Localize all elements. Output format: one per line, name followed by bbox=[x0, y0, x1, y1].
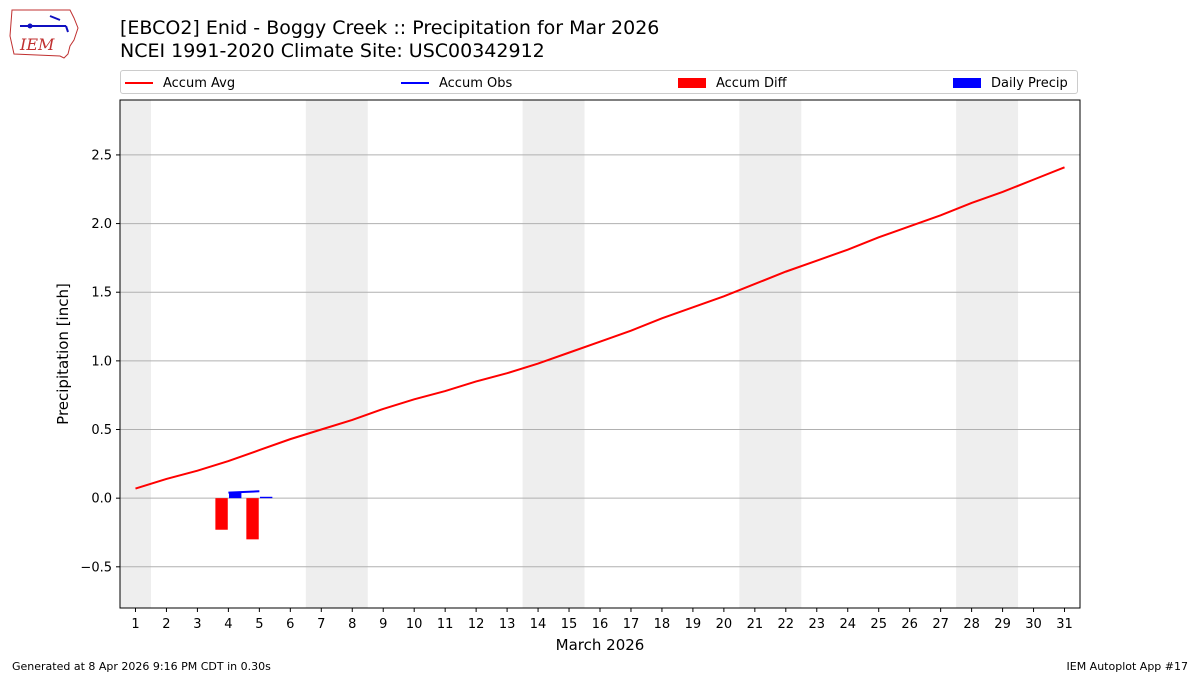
plot-frame bbox=[119, 99, 1081, 609]
chart-title: [EBCO2] Enid - Boggy Creek :: Precipitat… bbox=[120, 17, 660, 39]
legend: Accum Avg Accum Obs Accum Diff Daily Pre… bbox=[120, 70, 1078, 94]
y-tick-label-1: 0.0 bbox=[91, 492, 112, 507]
weekend-bands bbox=[120, 100, 1019, 608]
legend-item-accum-diff: Accum Diff bbox=[678, 74, 787, 92]
station-dot-icon bbox=[27, 23, 33, 29]
legend-swatch-accum-obs bbox=[401, 82, 429, 84]
x-tick-label-21: 22 bbox=[778, 617, 795, 632]
legend-item-daily-precip: Daily Precip bbox=[953, 74, 1068, 92]
x-tick-label-2: 3 bbox=[193, 617, 201, 632]
x-tick-label-25: 26 bbox=[901, 617, 918, 632]
x-tick-label-11: 12 bbox=[468, 617, 485, 632]
chart-subtitle: NCEI 1991-2020 Climate Site: USC00342912 bbox=[120, 40, 545, 62]
legend-label-daily-precip: Daily Precip bbox=[991, 75, 1068, 91]
bar-daily-precip-0 bbox=[229, 492, 242, 499]
x-tick-label-4: 5 bbox=[255, 617, 263, 632]
y-tick-label-6: 2.5 bbox=[91, 148, 112, 163]
app-label: IEM Autoplot App #17 bbox=[1066, 660, 1189, 673]
y-tick-label-5: 2.0 bbox=[91, 217, 112, 232]
logo-text: IEM bbox=[19, 35, 55, 54]
x-tick-label-14: 15 bbox=[561, 617, 578, 632]
x-tick-label-23: 24 bbox=[839, 617, 856, 632]
bars bbox=[215, 492, 273, 540]
legend-swatch-accum-diff bbox=[678, 78, 706, 88]
x-axis-label: March 2026 bbox=[556, 636, 645, 654]
legend-item-accum-obs: Accum Obs bbox=[401, 74, 512, 92]
legend-label-accum-obs: Accum Obs bbox=[439, 75, 513, 91]
x-tick-label-18: 19 bbox=[685, 617, 702, 632]
y-axis-label: Precipitation [inch] bbox=[54, 283, 72, 425]
x-tick-label-20: 21 bbox=[747, 617, 764, 632]
x-tick-label-12: 13 bbox=[499, 617, 516, 632]
y-tick-label-2: 0.5 bbox=[91, 423, 112, 438]
y-tick-label-4: 1.5 bbox=[91, 286, 112, 301]
x-tick-label-29: 30 bbox=[1025, 617, 1042, 632]
x-tick-label-7: 8 bbox=[348, 617, 356, 632]
y-tick-label-3: 1.0 bbox=[91, 354, 112, 369]
x-tick-label-17: 18 bbox=[654, 617, 671, 632]
legend-label-accum-diff: Accum Diff bbox=[716, 75, 787, 91]
x-tick-label-8: 9 bbox=[379, 617, 387, 632]
weekend-band-4 bbox=[956, 100, 1019, 608]
bar-accum-diff-1 bbox=[246, 498, 259, 540]
series-lines bbox=[135, 166, 1065, 494]
x-tick-label-24: 25 bbox=[870, 617, 887, 632]
x-tick-label-30: 31 bbox=[1056, 617, 1073, 632]
weekend-band-1 bbox=[305, 100, 368, 608]
x-tick-label-16: 17 bbox=[623, 617, 640, 632]
generated-timestamp: Generated at 8 Apr 2026 9:16 PM CDT in 0… bbox=[12, 660, 271, 673]
legend-item-accum-avg: Accum Avg bbox=[125, 74, 235, 92]
x-tick-label-27: 28 bbox=[963, 617, 980, 632]
line-accum-avg bbox=[135, 166, 1065, 490]
bar-daily-precip-1 bbox=[259, 496, 273, 499]
x-tick-label-28: 29 bbox=[994, 617, 1011, 632]
x-tick-label-9: 10 bbox=[406, 617, 423, 632]
x-tick-label-3: 4 bbox=[224, 617, 232, 632]
x-tick-label-15: 16 bbox=[592, 617, 609, 632]
x-tick-label-6: 7 bbox=[317, 617, 325, 632]
x-tick-label-22: 23 bbox=[809, 617, 826, 632]
x-tick-label-0: 1 bbox=[131, 617, 139, 632]
line-accum-obs bbox=[228, 490, 260, 494]
y-tick-label-0: −0.5 bbox=[80, 560, 112, 575]
bar-accum-diff-0 bbox=[215, 498, 228, 530]
x-tick-label-5: 6 bbox=[286, 617, 294, 632]
iowa-outline-icon bbox=[9, 9, 79, 59]
legend-swatch-accum-avg bbox=[125, 82, 153, 84]
weekend-band-2 bbox=[522, 100, 585, 608]
weekend-band-0 bbox=[120, 100, 151, 608]
x-tick-label-26: 27 bbox=[932, 617, 949, 632]
iem-logo: IEM bbox=[9, 9, 79, 59]
x-tick-label-1: 2 bbox=[162, 617, 170, 632]
y-axis-ticks: −0.5 0.0 0.5 1.0 1.5 2.0 2.5 bbox=[80, 148, 120, 575]
x-tick-label-13: 14 bbox=[530, 617, 547, 632]
x-axis-ticks: 1 2 3 4 5 6 7 8 9 10 11 12 13 14 15 16 17 18 19 20 21 22 23 24 2… bbox=[131, 608, 1073, 632]
x-tick-label-19: 20 bbox=[716, 617, 733, 632]
weekend-band-3 bbox=[739, 100, 802, 608]
legend-label-accum-avg: Accum Avg bbox=[163, 75, 236, 91]
legend-swatch-daily-precip bbox=[953, 78, 981, 88]
x-tick-label-10: 11 bbox=[437, 617, 454, 632]
